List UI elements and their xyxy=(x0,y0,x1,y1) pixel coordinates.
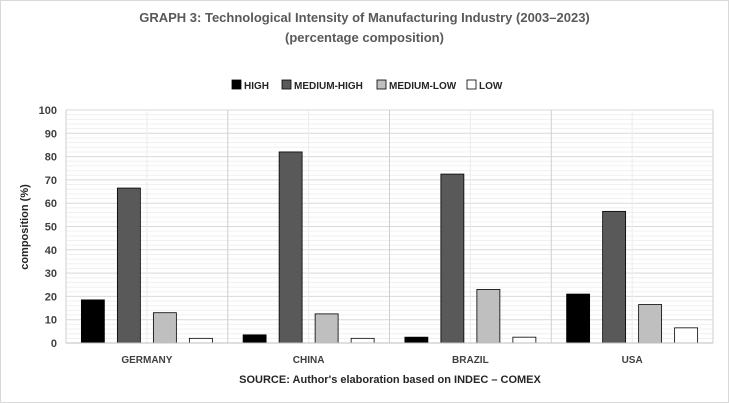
source-note: SOURCE: Author's elaboration based on IN… xyxy=(239,374,541,386)
legend-swatch xyxy=(281,79,292,90)
bar-medium-high-china xyxy=(278,151,303,344)
y-tick-label: 20 xyxy=(45,291,57,303)
legend-swatch xyxy=(376,79,387,90)
bar-low-brazil xyxy=(512,336,537,344)
legend-swatch xyxy=(466,79,477,90)
legend-label: HIGH xyxy=(244,81,269,92)
legend-label: MEDIUM-HIGH xyxy=(294,81,363,92)
bar-high-brazil xyxy=(404,336,429,344)
chart-subtitle: (percentage composition) xyxy=(285,30,444,45)
y-tick-label: 100 xyxy=(39,105,57,117)
y-tick-label: 90 xyxy=(45,128,57,140)
y-tick-label: 70 xyxy=(45,175,57,187)
y-tick-label: 60 xyxy=(45,198,57,210)
bar-high-usa xyxy=(566,293,591,344)
legend: HIGH MEDIUM-HIGH MEDIUM-LOW LOW xyxy=(231,79,503,92)
bars xyxy=(80,151,699,344)
y-tick-label: 80 xyxy=(45,152,57,164)
x-category-label: BRAZIL xyxy=(452,355,489,366)
y-tick-label: 40 xyxy=(45,245,57,257)
y-tick-label: 50 xyxy=(45,222,57,234)
legend-label: LOW xyxy=(479,81,503,92)
x-category-label: USA xyxy=(622,355,643,366)
y-tick-label: 30 xyxy=(45,268,57,280)
bar-medium-low-china xyxy=(314,313,339,344)
x-category-label: GERMANY xyxy=(121,355,172,366)
bar-medium-high-usa xyxy=(602,210,627,344)
x-category-label: CHINA xyxy=(293,355,325,366)
y-axis-title: composition (%) xyxy=(19,184,31,270)
bar-medium-low-usa xyxy=(638,304,663,344)
bar-low-usa xyxy=(674,327,699,344)
y-tick-label: 10 xyxy=(45,315,57,327)
bar-high-china xyxy=(242,334,267,344)
axes: 0 10 20 30 40 50 60 70 80 90 100 GERMANY CHINA BRAZIL… xyxy=(39,105,713,366)
bar-low-china xyxy=(350,337,375,344)
legend-label: MEDIUM-LOW xyxy=(389,81,457,92)
bar-medium-high-brazil xyxy=(440,173,465,344)
bar-medium-high-germany xyxy=(116,187,141,344)
bar-medium-low-germany xyxy=(152,312,177,344)
y-tick-label: 0 xyxy=(51,338,57,350)
bar-medium-low-brazil xyxy=(476,289,501,344)
bar-high-germany xyxy=(80,299,105,344)
legend-swatch xyxy=(231,79,242,90)
chart-title: GRAPH 3: Technological Intensity of Manu… xyxy=(139,10,590,25)
bar-low-germany xyxy=(188,337,213,344)
